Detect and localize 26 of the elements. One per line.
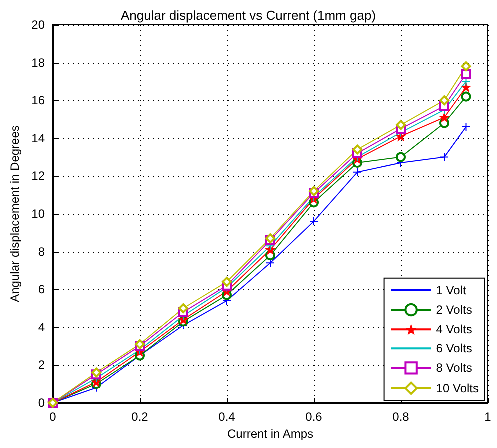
y-tick-label: 0 <box>38 396 46 410</box>
legend-label: 6 Volts <box>436 342 472 356</box>
chart-title: Angular displacement vs Current (1mm gap) <box>120 8 376 23</box>
y-axis-title: Angular displacement in Degrees <box>8 126 22 302</box>
y-tick-label: 20 <box>32 18 46 32</box>
y-tick-label: 16 <box>32 94 46 108</box>
y-tick-label: 4 <box>38 320 46 334</box>
x-tick-label: 0.8 <box>392 410 410 424</box>
y-tick-label: 8 <box>38 244 46 259</box>
x-tick-label: 0 <box>50 410 57 424</box>
legend-label: 4 Volts <box>436 322 472 337</box>
y-tick-label: 14 <box>32 131 46 146</box>
legend-label: 10 Volts <box>436 381 480 396</box>
legend-label: 8 Volts <box>436 361 472 376</box>
y-tick-label: 18 <box>32 56 46 70</box>
x-tick-label: 0.2 <box>132 410 149 424</box>
y-tick-label: 12 <box>32 169 46 184</box>
legend-label: 2 Volts <box>436 303 472 317</box>
x-tick-label: 1 <box>484 410 492 424</box>
x-tick-label: 0.6 <box>306 410 323 424</box>
x-tick-label: 0.4 <box>218 410 236 424</box>
y-tick-label: 2 <box>38 358 46 372</box>
y-tick-label: 10 <box>32 207 46 221</box>
legend-label: 1 Volt <box>436 283 467 298</box>
x-axis-title: Current in Amps <box>227 426 314 441</box>
y-tick-label: 6 <box>38 282 46 297</box>
